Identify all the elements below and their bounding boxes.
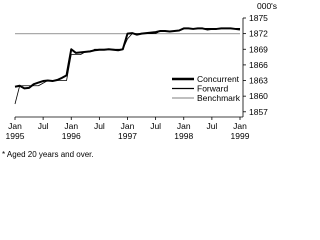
x-tick-label: Jan 1996 xyxy=(62,121,81,141)
y-tick-label: 1863 xyxy=(249,76,268,86)
y-unit: 000's xyxy=(257,1,277,11)
y-tick-label: 1860 xyxy=(249,91,268,101)
chart: 000's * Aged 20 years and over. 1857 1860… xyxy=(2,1,277,159)
x-tick-label: Jan 1998 xyxy=(174,121,193,141)
y-tick-label: 1875 xyxy=(249,13,268,23)
y-tick-label: 1857 xyxy=(249,107,268,117)
series-line xyxy=(14,27,241,90)
x-tick-label: Jul xyxy=(38,121,49,131)
y-tick-label: 1869 xyxy=(249,44,268,54)
x-tick-label: Jul xyxy=(206,121,217,131)
x-tick-label: Jul xyxy=(150,121,161,131)
y-tick-label: 1872 xyxy=(249,29,268,39)
x-tick-label: Jan 1999 xyxy=(231,121,250,141)
legend-label: Forward xyxy=(197,84,228,94)
legend-label: Benchmark xyxy=(197,93,241,103)
x-tick-label: Jan 1995 xyxy=(6,121,25,141)
footnote: * Aged 20 years and over. xyxy=(2,150,94,159)
x-tick-label: Jul xyxy=(94,121,105,131)
legend-label: Concurrent xyxy=(197,74,240,84)
x-tick-label: Jan 1997 xyxy=(118,121,137,141)
y-tick-label: 1866 xyxy=(249,60,268,70)
